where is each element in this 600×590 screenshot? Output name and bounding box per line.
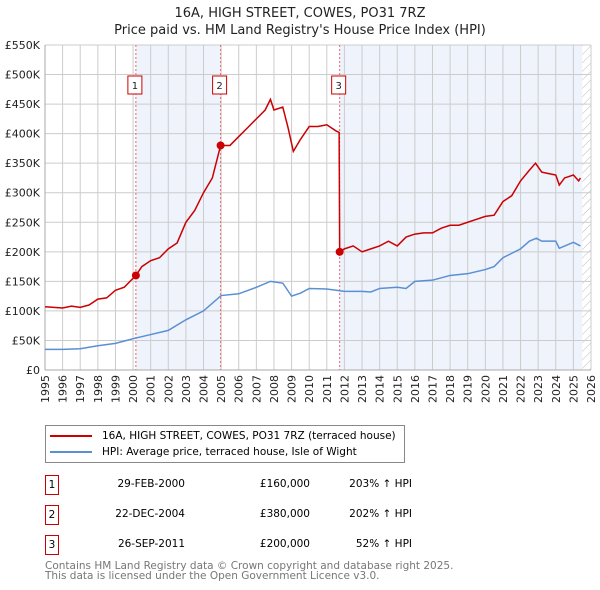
x-tick-label: 2006: [233, 375, 246, 403]
sale-marker-label: 3: [335, 81, 341, 92]
shaded-region-2: [339, 45, 583, 370]
sale-date: 29-FEB-2000: [117, 478, 185, 490]
x-tick-label: 2011: [321, 375, 334, 403]
sale-number-badge: 2: [45, 505, 59, 525]
y-tick-label: £50K: [12, 334, 41, 347]
y-tick-label: £250K: [5, 216, 41, 229]
x-tick-label: 2016: [409, 375, 422, 403]
x-tick-label: 2018: [444, 375, 457, 403]
footer: Contains HM Land Registry data © Crown c…: [45, 560, 454, 582]
sale-hpi-change: 202% ↑ HPI: [349, 508, 412, 520]
x-tick-label: 2023: [532, 375, 545, 403]
x-tick-label: 2022: [515, 375, 528, 403]
sale-price: £200,000: [259, 538, 310, 550]
y-tick-label: £450K: [5, 98, 41, 111]
x-tick-label: 2002: [162, 375, 175, 403]
x-tick-label: 2004: [198, 375, 211, 403]
y-tick-label: £0: [26, 364, 40, 377]
future-hatch: [582, 45, 591, 370]
x-tick-label: 2010: [303, 375, 316, 403]
x-tick-label: 2000: [127, 375, 140, 403]
x-tick-label: 2015: [391, 375, 404, 403]
legend: 16A, HIGH STREET, COWES, PO31 7RZ (terra…: [45, 425, 405, 463]
x-tick-label: 2012: [338, 375, 351, 403]
sale-point: [131, 271, 140, 280]
footer-line1: Contains HM Land Registry data © Crown c…: [45, 560, 454, 572]
y-tick-label: £550K: [5, 39, 41, 52]
x-tick-label: 2025: [567, 375, 580, 403]
x-tick-label: 2009: [286, 375, 299, 403]
sale-row: 2 22-DEC-2004 £380,000 202% ↑ HPI: [45, 505, 445, 525]
x-tick-label: 2021: [497, 375, 510, 403]
x-tick-label: 1996: [57, 375, 70, 403]
x-tick-label: 2008: [268, 375, 281, 403]
sale-date: 22-DEC-2004: [115, 508, 185, 520]
y-tick-label: £150K: [5, 275, 41, 288]
x-tick-label: 1998: [92, 375, 105, 403]
sale-hpi-change: 203% ↑ HPI: [349, 478, 412, 490]
shaded-region-1: [135, 45, 221, 370]
y-tick-label: £200K: [5, 246, 41, 259]
x-tick-label: 2003: [180, 375, 193, 403]
sale-price: £380,000: [259, 508, 310, 520]
y-tick-label: £350K: [5, 157, 41, 170]
sale-marker-box: [331, 75, 347, 95]
legend-red-line: [50, 435, 92, 437]
x-tick-label: 2026: [585, 375, 598, 403]
sale-row: 3 26-SEP-2011 £200,000 52% ↑ HPI: [45, 535, 445, 555]
hpi-line: [45, 237, 581, 351]
legend-blue-line: [50, 451, 92, 453]
sale-hpi-change: 52% ↑ HPI: [355, 538, 412, 550]
sale-point: [335, 247, 344, 256]
plot-area: 1995 1996 1997 1998 1999 2000 2001 2002 2003 2004…: [5, 39, 598, 403]
x-tick-label: 1999: [109, 375, 122, 403]
x-tick-label: 2014: [374, 375, 387, 403]
sale-marker-box: [212, 75, 228, 95]
x-tick-label: 2001: [145, 375, 158, 403]
legend-label-hpi: HPI: Average price, terraced house, Isle…: [102, 446, 357, 458]
y-tick-label: £300K: [5, 187, 41, 200]
chart-title: 16A, HIGH STREET, COWES, PO31 7RZ: [174, 6, 426, 21]
sale-marker-box: [127, 75, 143, 95]
sale-number-badge: 1: [45, 475, 59, 495]
x-tick-label: 2013: [356, 375, 369, 403]
y-tick-label: £500K: [5, 69, 41, 82]
x-tick-label: 2020: [479, 375, 492, 403]
x-tick-label: 2019: [462, 375, 475, 403]
sale-point: [216, 141, 225, 150]
sale-date: 26-SEP-2011: [117, 538, 185, 550]
y-tick-label: £400K: [5, 128, 41, 141]
x-tick-label: 2005: [215, 375, 228, 403]
sale-price: £160,000: [259, 478, 310, 490]
x-tick-label: 2007: [250, 375, 263, 403]
y-tick-label: £100K: [5, 305, 41, 318]
sale-marker-label: 1: [132, 81, 138, 92]
x-tick-label: 2024: [550, 375, 563, 403]
x-tick-label: 2017: [426, 375, 439, 403]
chart-subtitle: Price paid vs. HM Land Registry's House …: [114, 23, 486, 38]
sale-marker-label: 2: [216, 81, 222, 92]
footer-line2: This data is licensed under the Open Gov…: [45, 570, 380, 582]
property-line: [44, 97, 582, 309]
x-tick-label: 1995: [39, 375, 52, 403]
legend-label-property: 16A, HIGH STREET, COWES, PO31 7RZ (terra…: [102, 430, 396, 442]
sale-number-badge: 3: [45, 535, 59, 555]
sale-row: 1 29-FEB-2000 £160,000 203% ↑ HPI: [45, 475, 445, 495]
x-tick-label: 1997: [74, 375, 87, 403]
